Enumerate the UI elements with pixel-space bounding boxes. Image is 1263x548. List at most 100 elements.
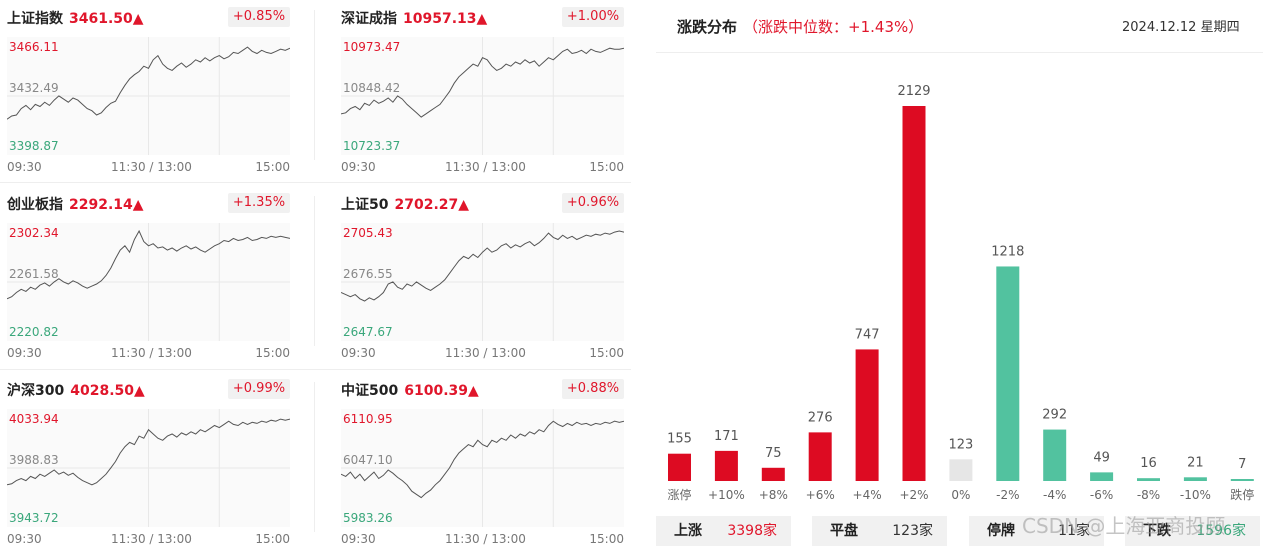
index-value: 10957.13▲ <box>403 11 488 27</box>
bar-value-label: 49 <box>1093 450 1110 465</box>
index-mid-label: 6047.10 <box>343 453 393 467</box>
index-name: 创业板指 <box>7 197 63 213</box>
distribution-bar[interactable] <box>1090 472 1114 481</box>
distribution-bar[interactable] <box>1137 478 1160 481</box>
intraday-chart <box>341 37 624 155</box>
index-change-badge: +0.99% <box>228 379 290 399</box>
index-change-badge: +1.35% <box>228 193 290 213</box>
bar-category-label: -4% <box>1043 488 1066 502</box>
index-panel[interactable]: 中证500 6100.39▲ +0.88% 6110.95 6047.10 5983.26… <box>341 372 624 546</box>
index-value: 6100.39▲ <box>404 383 479 399</box>
bar-value-label: 75 <box>765 446 782 461</box>
distribution-bar[interactable] <box>949 459 973 481</box>
row-divider <box>0 182 631 183</box>
summary-down-value: 1596家 <box>1196 523 1246 539</box>
price-line <box>341 230 624 302</box>
index-low-label: 2220.82 <box>9 325 59 339</box>
intraday-chart <box>7 223 290 341</box>
index-mid-label: 3988.83 <box>9 453 59 467</box>
price-line <box>341 47 624 118</box>
index-panel[interactable]: 深证成指 10957.13▲ +1.00% 10973.47 10848.42 10723… <box>341 0 624 174</box>
index-panel[interactable]: 沪深300 4028.50▲ +0.99% 4033.94 3988.83 3943.72… <box>7 372 290 546</box>
index-panel[interactable]: 创业板指 2292.14▲ +1.35% 2302.34 2261.58 2220.82 0… <box>7 186 290 360</box>
time-end-label: 15:00 <box>255 532 290 546</box>
distribution-bar[interactable] <box>996 266 1020 481</box>
distribution-bar[interactable] <box>668 453 691 481</box>
time-mid-label: 11:30 / 13:00 <box>445 532 526 546</box>
bar-value-label: 21 <box>1187 455 1204 470</box>
summary-up-label: 上涨 <box>674 523 702 539</box>
time-end-label: 15:00 <box>589 346 624 360</box>
header-divider <box>656 52 1263 53</box>
intraday-chart <box>7 409 290 527</box>
bar-category-label: +2% <box>899 488 928 502</box>
index-low-label: 3398.87 <box>9 139 59 153</box>
bar-category-label: +6% <box>806 488 835 502</box>
bar-category-label: +10% <box>708 488 745 502</box>
bar-category-label: 跌停 <box>1230 487 1254 502</box>
index-change-badge: +1.00% <box>562 7 624 27</box>
bar-value-label: 276 <box>808 410 833 425</box>
time-mid-label: 11:30 / 13:00 <box>111 346 192 360</box>
bar-category-label: 0% <box>951 488 970 502</box>
distribution-bar[interactable] <box>714 450 738 481</box>
summary-down: 下跌 1596家 <box>1125 516 1260 546</box>
bar-category-label: -8% <box>1137 488 1160 502</box>
bar-category-label: -2% <box>996 488 1019 502</box>
index-title: 上证50 2702.27▲ <box>341 194 469 214</box>
distribution-bar[interactable] <box>855 349 879 481</box>
index-name: 深证成指 <box>341 11 397 27</box>
intraday-chart <box>341 223 624 341</box>
summary-up: 上涨 3398家 <box>656 516 791 546</box>
index-title: 中证500 6100.39▲ <box>341 380 479 400</box>
index-panel[interactable]: 上证指数 3461.50▲ +0.85% 3466.11 3432.49 3398.87 0… <box>7 0 290 174</box>
price-line <box>341 420 624 499</box>
index-title: 上证指数 3461.50▲ <box>7 8 144 28</box>
index-change-badge: +0.96% <box>562 193 624 213</box>
distribution-bar[interactable] <box>1230 479 1254 481</box>
bar-value-label: 155 <box>667 432 692 447</box>
index-low-label: 10723.37 <box>343 139 401 153</box>
index-high-label: 6110.95 <box>343 412 393 426</box>
index-name: 上证50 <box>341 197 389 213</box>
index-mid-label: 10848.42 <box>343 81 401 95</box>
time-end-label: 15:00 <box>255 346 290 360</box>
bar-category-label: -10% <box>1180 488 1211 502</box>
index-change-badge: +0.85% <box>228 7 290 27</box>
bar-value-label: 747 <box>855 327 880 342</box>
intraday-sparkline <box>341 37 624 155</box>
index-value: 4028.50▲ <box>70 383 145 399</box>
distribution-bar[interactable] <box>1043 429 1067 481</box>
bar-value-label: 292 <box>1042 408 1067 423</box>
intraday-sparkline <box>7 37 290 155</box>
index-panel[interactable]: 上证50 2702.27▲ +0.96% 2705.43 2676.55 2647.67 0… <box>341 186 624 360</box>
distribution-bar[interactable] <box>808 432 832 481</box>
distribution-bar[interactable] <box>1183 477 1207 481</box>
intraday-sparkline <box>341 223 624 341</box>
time-end-label: 15:00 <box>255 160 290 174</box>
bar-value-label: 171 <box>714 429 739 444</box>
summary-suspended-value: 11家 <box>1058 523 1090 539</box>
summary-suspended-label: 停牌 <box>987 523 1015 539</box>
distribution-bar[interactable] <box>902 106 926 481</box>
index-title: 深证成指 10957.13▲ <box>341 8 487 28</box>
time-start-label: 09:30 <box>7 346 42 360</box>
bar-category-label: +4% <box>853 488 882 502</box>
time-end-label: 15:00 <box>589 160 624 174</box>
time-start-label: 09:30 <box>341 346 376 360</box>
column-divider <box>314 10 315 160</box>
index-value: 2702.27▲ <box>394 197 470 213</box>
distribution-subtitle: （涨跌中位数：+1.43%） <box>743 18 924 36</box>
price-line <box>7 46 290 120</box>
index-mid-label: 2676.55 <box>343 267 393 281</box>
intraday-chart <box>341 409 624 527</box>
bar-value-label: 7 <box>1238 457 1246 472</box>
time-start-label: 09:30 <box>341 532 376 546</box>
price-line <box>7 229 290 300</box>
bar-value-label: 2129 <box>897 84 930 99</box>
index-title: 创业板指 2292.14▲ <box>7 194 144 214</box>
distribution-bar[interactable] <box>761 467 785 481</box>
distribution-chart: 155 涨停 171 +10% 75 +8% 276 +6% 747 +4% 2129 +2% 123 0… <box>667 84 1254 502</box>
summary-up-value: 3398家 <box>727 523 777 539</box>
summary-flat-label: 平盘 <box>830 523 858 539</box>
